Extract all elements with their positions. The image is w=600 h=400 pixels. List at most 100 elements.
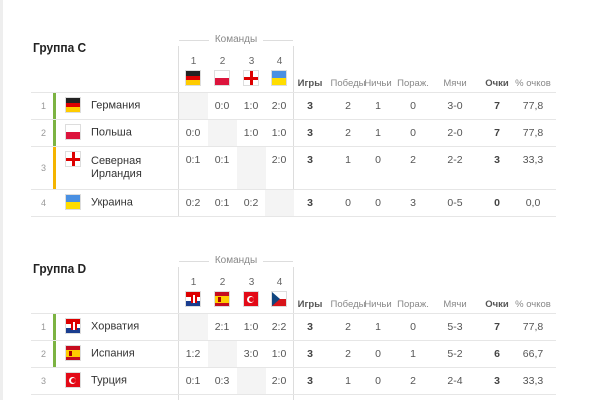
team-name[interactable]: Польша <box>91 126 132 138</box>
match-score[interactable]: 2:1 <box>214 321 230 333</box>
stat-wins: 1 <box>345 154 351 166</box>
status-bar <box>53 120 56 146</box>
match-score[interactable]: 0:0 <box>185 127 201 139</box>
header-pct: % очков <box>515 78 551 89</box>
match-score[interactable]: 2:0 <box>271 154 287 166</box>
team-name[interactable]: Хорватия <box>91 320 140 332</box>
croatia-flag-icon <box>185 291 201 307</box>
stat-pct: 66,7 <box>522 348 544 360</box>
rank: 3 <box>41 375 47 386</box>
stat-pct: 77,8 <box>522 100 544 112</box>
group-title: Группа C <box>33 40 87 55</box>
stat-pct: 33,3 <box>522 375 544 387</box>
match-score[interactable]: 0:1 <box>214 154 230 166</box>
stat-draws: 0 <box>375 197 381 209</box>
header-wins: Победы <box>330 299 366 310</box>
stat-wins: 2 <box>345 100 351 112</box>
stat-goals: 3-0 <box>447 100 463 112</box>
rank: 2 <box>41 348 47 359</box>
header-points: Очки <box>485 78 509 89</box>
czech-flag-icon <box>271 291 287 307</box>
stat-goals: 2-4 <box>447 375 463 387</box>
column-number: 4 <box>276 56 283 67</box>
stat-pct: 77,8 <box>522 127 544 139</box>
stat-points: 0 <box>494 197 500 209</box>
stat-pct: 0,0 <box>525 197 541 209</box>
stat-losses: 0 <box>410 321 416 333</box>
stat-goals: 0-5 <box>447 197 463 209</box>
match-score[interactable]: 2:0 <box>271 375 287 387</box>
stat-points: 3 <box>494 375 500 387</box>
header-draws: Ничьи <box>364 78 392 89</box>
status-bar <box>53 341 56 367</box>
match-score[interactable]: 0:1 <box>185 375 201 387</box>
northern-ireland-flag-icon <box>65 151 81 167</box>
header-games: Игры <box>297 299 323 310</box>
status-bar <box>53 147 56 189</box>
team-name[interactable]: Германия <box>91 99 141 111</box>
stat-draws: 0 <box>375 348 381 360</box>
match-score[interactable]: 1:0 <box>243 321 259 333</box>
match-score[interactable]: 3:0 <box>243 348 259 360</box>
stat-points: 3 <box>494 154 500 166</box>
stat-games: 3 <box>307 197 313 209</box>
stat-points: 7 <box>494 100 500 112</box>
northern-ireland-flag-icon <box>243 70 259 86</box>
germany-flag-icon <box>185 70 201 86</box>
header-goals: Мячи <box>443 78 467 89</box>
match-score[interactable]: 1:0 <box>271 127 287 139</box>
match-score[interactable]: 2:2 <box>271 321 287 333</box>
stat-draws: 0 <box>375 375 381 387</box>
stat-draws: 1 <box>375 127 381 139</box>
team-name[interactable]: Северная Ирландия <box>91 154 142 180</box>
croatia-flag-icon <box>65 318 81 334</box>
match-score[interactable]: 0:2 <box>243 197 259 209</box>
column-number: 2 <box>219 277 226 288</box>
stat-games: 3 <box>307 154 313 166</box>
rank: 4 <box>41 197 47 208</box>
stat-losses: 2 <box>410 375 416 387</box>
group-title: Группа D <box>33 261 87 276</box>
stat-wins: 0 <box>345 197 351 209</box>
team-name[interactable]: Испания <box>91 347 135 359</box>
match-score[interactable]: 0:1 <box>214 197 230 209</box>
teams-label: Команды <box>214 34 258 45</box>
column-number: 3 <box>248 56 255 67</box>
header-points: Очки <box>485 299 509 310</box>
teams-box: Команды <box>178 255 294 400</box>
match-score[interactable]: 0:1 <box>185 154 201 166</box>
stat-games: 3 <box>307 100 313 112</box>
ukraine-flag-icon <box>65 194 81 210</box>
header-wins: Победы <box>330 78 366 89</box>
team-name[interactable]: Турция <box>91 374 127 386</box>
header-games: Игры <box>297 78 323 89</box>
stat-points: 7 <box>494 321 500 333</box>
status-bar <box>53 314 56 340</box>
stat-draws: 1 <box>375 100 381 112</box>
match-score[interactable]: 0:2 <box>185 197 201 209</box>
match-score[interactable]: 0:3 <box>214 375 230 387</box>
match-score[interactable]: 2:0 <box>271 100 287 112</box>
match-score[interactable]: 1:0 <box>243 100 259 112</box>
match-score[interactable]: 1:0 <box>271 348 287 360</box>
stat-goals: 2-2 <box>447 154 463 166</box>
poland-flag-icon <box>214 70 230 86</box>
teams-label: Команды <box>214 255 258 266</box>
header-losses: Пораж. <box>397 78 429 89</box>
header-goals: Мячи <box>443 299 467 310</box>
column-number: 4 <box>276 277 283 288</box>
match-score[interactable]: 1:2 <box>185 348 201 360</box>
germany-flag-icon <box>65 97 81 113</box>
spain-flag-icon <box>65 345 81 361</box>
team-name[interactable]: Украина <box>91 196 133 208</box>
stat-wins: 2 <box>345 348 351 360</box>
match-score[interactable]: 0:0 <box>214 100 230 112</box>
match-score[interactable]: 1:0 <box>243 127 259 139</box>
header-losses: Пораж. <box>397 299 429 310</box>
stat-points: 6 <box>494 348 500 360</box>
ukraine-flag-icon <box>271 70 287 86</box>
stat-draws: 0 <box>375 154 381 166</box>
status-bar <box>53 93 56 119</box>
poland-flag-icon <box>65 124 81 140</box>
stat-losses: 1 <box>410 348 416 360</box>
